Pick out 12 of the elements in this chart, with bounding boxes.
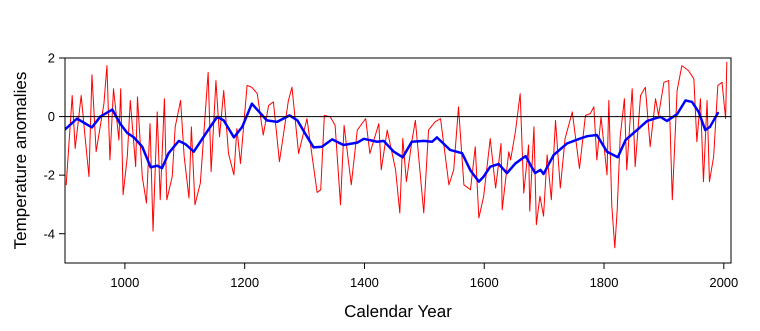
y-tick-label: 0 — [48, 109, 55, 124]
x-tick-label: 1800 — [590, 275, 618, 290]
x-tick-label: 2000 — [709, 275, 738, 290]
x-tick-label: 1400 — [350, 275, 379, 290]
x-tick-label: 1200 — [230, 275, 260, 290]
y-tick-label: -2 — [43, 168, 55, 183]
x-tick-label: 1000 — [110, 275, 140, 290]
y-axis-title: Temperature anomalies — [10, 72, 30, 250]
y-tick-label: 2 — [48, 50, 55, 66]
y-tick-label: -4 — [43, 226, 55, 242]
x-axis-title: Calendar Year — [344, 302, 452, 321]
x-tick-label: 1600 — [470, 275, 499, 290]
